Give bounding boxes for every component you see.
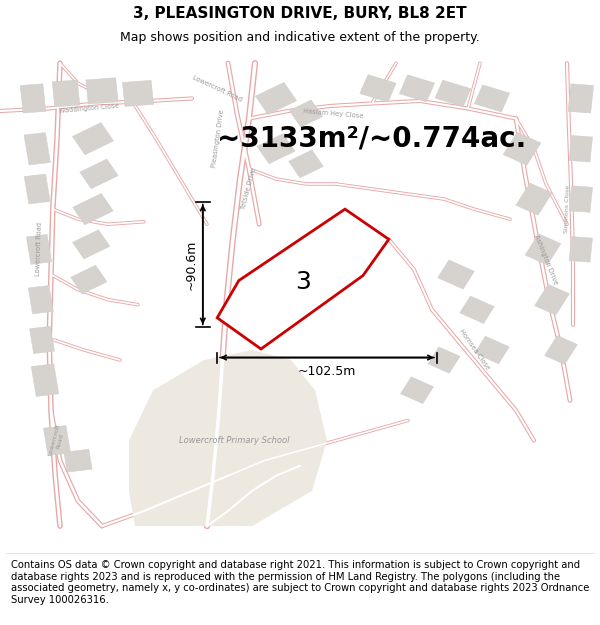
Text: Lowercroft
Road: Lowercroft Road xyxy=(47,423,67,458)
Text: 3, PLEASINGTON DRIVE, BURY, BL8 2ET: 3, PLEASINGTON DRIVE, BURY, BL8 2ET xyxy=(133,6,467,21)
Text: Hornsea Close: Hornsea Close xyxy=(458,329,490,371)
Bar xyxy=(71,265,107,294)
Text: Lowercroft Road: Lowercroft Road xyxy=(35,222,43,276)
Text: 3: 3 xyxy=(295,270,311,294)
Bar xyxy=(435,80,471,107)
Bar xyxy=(503,132,541,165)
Bar xyxy=(73,122,113,155)
Bar xyxy=(460,296,494,324)
Bar xyxy=(428,347,460,373)
Bar xyxy=(24,174,50,204)
Bar xyxy=(28,286,53,314)
Bar xyxy=(43,426,71,456)
Text: Waddington Close: Waddington Close xyxy=(59,103,119,114)
Bar xyxy=(475,336,509,364)
Bar xyxy=(525,234,561,265)
Bar xyxy=(545,336,577,364)
Bar xyxy=(80,159,118,189)
Bar xyxy=(29,326,55,354)
Text: Ashington Drive: Ashington Drive xyxy=(533,234,559,285)
Text: Contains OS data © Crown copyright and database right 2021. This information is : Contains OS data © Crown copyright and d… xyxy=(11,560,589,605)
Bar xyxy=(31,364,59,396)
Bar xyxy=(289,150,323,178)
Bar xyxy=(569,136,593,162)
Bar xyxy=(475,85,509,112)
Bar xyxy=(26,234,52,264)
Bar xyxy=(86,78,118,104)
Text: Pleasington Drive: Pleasington Drive xyxy=(211,109,225,168)
Bar xyxy=(568,84,593,113)
Bar xyxy=(73,230,110,259)
Bar xyxy=(535,284,569,315)
Bar xyxy=(122,81,154,106)
Text: Simmons Close: Simmons Close xyxy=(563,185,571,233)
Bar xyxy=(257,134,295,164)
Bar xyxy=(24,132,50,165)
Bar xyxy=(400,75,434,102)
Text: ~3133m²/~0.774ac.: ~3133m²/~0.774ac. xyxy=(217,125,527,152)
Bar xyxy=(64,449,92,472)
Bar xyxy=(256,82,296,114)
Polygon shape xyxy=(217,209,389,349)
Bar xyxy=(569,237,593,262)
Bar xyxy=(516,183,552,215)
Text: Haslam Hey Close: Haslam Hey Close xyxy=(302,108,364,119)
Text: Lowercroft Primary School: Lowercroft Primary School xyxy=(179,436,289,445)
Bar xyxy=(20,84,46,113)
Bar xyxy=(401,377,433,404)
Bar xyxy=(437,260,475,289)
Text: Lowercroft Road: Lowercroft Road xyxy=(191,74,243,102)
Polygon shape xyxy=(129,350,327,526)
Bar xyxy=(52,80,80,107)
Text: ~102.5m: ~102.5m xyxy=(298,364,356,378)
Text: Map shows position and indicative extent of the property.: Map shows position and indicative extent… xyxy=(120,31,480,44)
Text: Tetside Drive: Tetside Drive xyxy=(241,168,257,211)
Text: ~90.6m: ~90.6m xyxy=(184,239,197,289)
Bar xyxy=(289,100,323,127)
Bar xyxy=(73,194,113,225)
Bar xyxy=(569,186,593,213)
Bar xyxy=(360,74,396,102)
